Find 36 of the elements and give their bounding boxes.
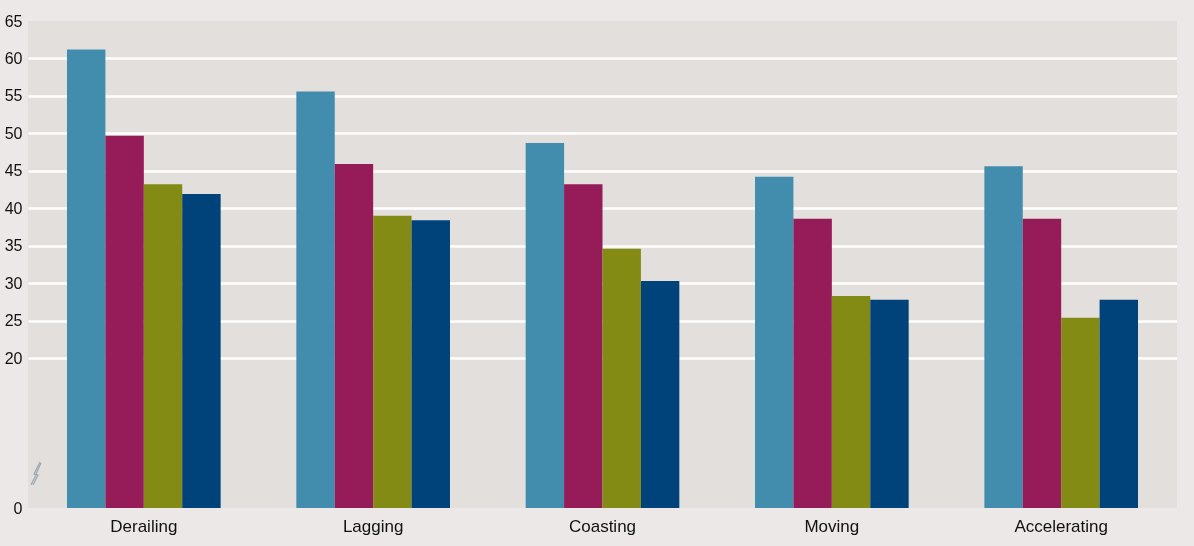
y-tick-label: 20 [4,349,23,367]
bar [564,184,603,508]
bar [870,299,909,508]
x-tick-label: Coasting [568,516,637,536]
bar [1022,218,1062,508]
bar [984,166,1023,508]
bar [1061,317,1100,508]
y-tick-label: 30 [4,274,23,292]
bar [296,91,335,508]
y-tick-label: 45 [4,162,23,180]
bar [1099,299,1139,508]
bar [755,176,794,508]
bar [525,143,565,508]
y-tick-label: 55 [4,87,23,105]
x-tick-label: Lagging [342,516,404,536]
y-tick-label: 0 [13,499,23,517]
bar [182,194,221,508]
bar [334,164,374,508]
y-tick-label: 35 [4,237,23,255]
y-tick-label: 60 [4,49,23,67]
y-tick-label: 25 [4,312,23,330]
x-tick-label: Accelerating [1014,516,1108,536]
bar [105,135,144,508]
y-tick-label: 40 [4,199,23,217]
bar [602,248,641,508]
bar [66,49,106,508]
bar [411,220,450,508]
bar [640,280,680,508]
bar [143,184,183,508]
y-tick-label: 65 [4,12,23,30]
bar [831,295,871,508]
y-tick-label: 50 [4,124,23,142]
bar [373,215,412,508]
x-tick-label: Derailing [110,516,178,536]
bar [793,218,832,508]
x-tick-label: Moving [804,516,860,536]
